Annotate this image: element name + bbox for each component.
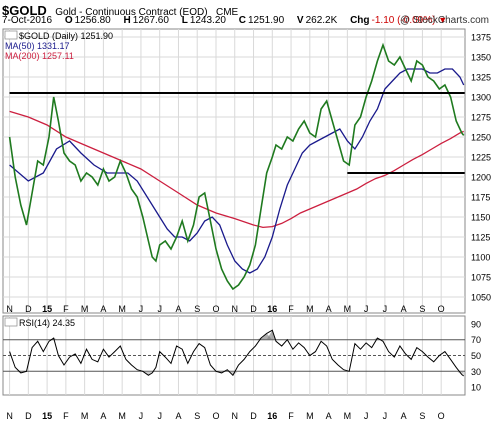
rsi-x-tick-label: A (401, 411, 407, 421)
legend-swatch-rsi (4, 317, 18, 327)
y-tick-label: 1300 (471, 93, 491, 103)
rsi-x-tick-label: O (438, 411, 445, 421)
rsi-x-tick-label: F (288, 411, 294, 421)
rsi-oversold-fill (461, 371, 464, 377)
down-triangle-icon: ▼ (438, 15, 448, 25)
rsi-x-tick-label: O (212, 411, 219, 421)
chart-title-row: $GOLD Gold - Continuous Contract (EOD) C… (2, 2, 239, 18)
y-tick-label: 1125 (471, 233, 490, 243)
x-tick-label: D (250, 304, 257, 314)
rsi-line (9, 329, 465, 377)
legend-rsi-label: RSI(14) 24.35 (19, 318, 75, 328)
y-tick-label: 1050 (471, 293, 491, 303)
quote-open: O 1256.80 (64, 15, 111, 26)
rsi-x-tick-label: D (250, 411, 257, 421)
y-tick-label: 1275 (471, 113, 491, 123)
rsi-y-tick-label: 50 (471, 351, 481, 361)
rsi-x-tick-label: D (25, 411, 32, 421)
rsi-y-tick-label: 30 (471, 367, 481, 377)
y-tick-label: 1350 (471, 53, 491, 63)
x-tick-label: 15 (42, 304, 52, 314)
x-tick-label: J (364, 304, 369, 314)
y-tick-label: 1100 (471, 253, 490, 263)
rsi-x-tick-label: J (139, 411, 144, 421)
quote-high: H 1267.60 (123, 15, 169, 26)
y-tick-label: 1075 (471, 273, 491, 283)
x-tick-label: M (81, 304, 89, 314)
rsi-x-tick-label: J (157, 411, 162, 421)
y-tick-label: 1175 (471, 193, 490, 203)
symbol-label: $GOLD (2, 3, 47, 18)
x-tick-label: A (100, 304, 106, 314)
x-tick-label: J (157, 304, 162, 314)
rsi-x-tick-label: A (326, 411, 332, 421)
rsi-x-tick-label: A (100, 411, 106, 421)
quote-change: Chg -1.10 (-0.09%) ▼ (350, 15, 448, 26)
x-tick-label: A (326, 304, 332, 314)
x-tick-label: M (306, 304, 314, 314)
rsi-x-tick-label: J (383, 411, 388, 421)
x-tick-label: F (63, 304, 69, 314)
x-tick-label: M (344, 304, 352, 314)
x-tick-label: F (288, 304, 294, 314)
rsi-x-tick-label: 15 (42, 411, 52, 421)
rsi-x-tick-label: 16 (267, 411, 277, 421)
quote-volume: V 262.2K (296, 15, 338, 26)
y-tick-label: 1225 (471, 153, 491, 163)
legend-swatch-price (4, 30, 18, 40)
rsi-x-tick-label: N (6, 411, 13, 421)
price-panel-frame (2, 28, 466, 314)
y-tick-label: 1200 (471, 173, 491, 183)
ma50-line (9, 68, 465, 274)
x-tick-label: O (212, 304, 219, 314)
quote-close: C 1251.90 (238, 15, 285, 26)
y-tick-label: 1325 (471, 73, 491, 83)
legend-ma200-label: MA(200) 1257.11 (5, 51, 74, 61)
x-tick-label: O (438, 304, 445, 314)
x-tick-label: N (6, 304, 13, 314)
rsi-y-tick-label: 10 (471, 383, 481, 393)
rsi-x-tick-label: A (175, 411, 181, 421)
x-tick-label: A (401, 304, 407, 314)
x-tick-label: D (25, 304, 32, 314)
price-line (8, 42, 465, 291)
x-tick-label: J (383, 304, 388, 314)
rsi-x-tick-label: J (364, 411, 369, 421)
rsi-x-tick-label: M (118, 411, 126, 421)
legend-price-label: $GOLD (Daily) 1251.90 (19, 31, 113, 41)
rsi-x-tick-label: N (232, 411, 239, 421)
x-tick-label: N (232, 304, 239, 314)
x-tick-label: M (118, 304, 126, 314)
y-tick-label: 1150 (471, 213, 490, 223)
rsi-x-tick-label: S (419, 411, 425, 421)
rsi-oversold-fill (142, 371, 153, 376)
exchange-label: CME (215, 7, 239, 18)
rsi-x-tick-label: F (63, 411, 69, 421)
y-tick-label: 1250 (471, 133, 491, 143)
instrument-name: Gold - Continuous Contract (EOD) (55, 7, 208, 18)
rsi-y-tick-label: 70 (471, 335, 481, 345)
x-tick-label: S (194, 304, 200, 314)
brand-watermark: @ StockCharts.com (399, 15, 489, 26)
rsi-overbought-fill (266, 330, 277, 340)
rsi-x-tick-label: M (344, 411, 352, 421)
quote-date: 7-Oct-2016 (2, 15, 53, 26)
rsi-y-tick-label: 90 (471, 319, 481, 329)
x-tick-label: S (419, 304, 425, 314)
ma200-line (9, 110, 464, 229)
y-tick-label: 1375 (471, 33, 491, 43)
x-tick-label: 16 (267, 304, 277, 314)
legend-ma50-label: MA(50) 1331.17 (5, 41, 70, 51)
x-tick-label: A (175, 304, 181, 314)
quote-low: L 1243.20 (181, 15, 226, 26)
rsi-x-tick-label: M (81, 411, 89, 421)
x-tick-label: J (139, 304, 144, 314)
rsi-x-tick-label: M (306, 411, 314, 421)
rsi-x-tick-label: S (194, 411, 200, 421)
